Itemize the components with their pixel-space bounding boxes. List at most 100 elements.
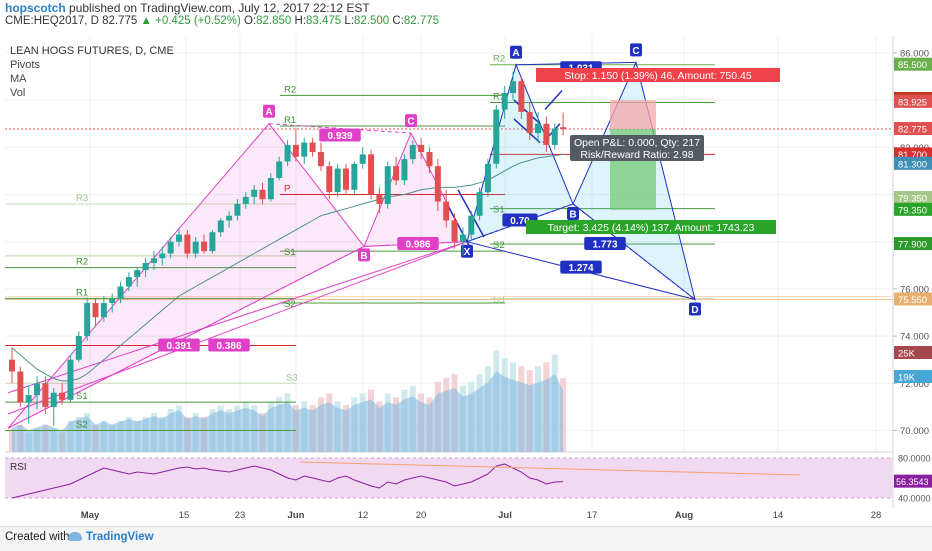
candlesticks [9, 71, 567, 426]
label-b-blue-box [567, 206, 579, 220]
pivot-r1-jun-label: R1 [284, 115, 296, 126]
y-tick-label: 72.000 [900, 379, 929, 390]
candle-body [359, 154, 366, 164]
y-price-label: 77.900 [898, 240, 927, 251]
candle-body [426, 152, 433, 167]
candle-body [510, 81, 516, 94]
candle-body [443, 201, 450, 221]
ratio-pink-386-box [208, 338, 250, 352]
candle-body [17, 371, 24, 403]
y-price-label-box [894, 122, 932, 136]
stop-label: Stop: 1.150 (1.39%) 46, Amount: 750.45 [564, 70, 752, 82]
candle-body [409, 144, 416, 160]
label-a-blue: A [512, 48, 519, 59]
candle-body [9, 359, 15, 372]
label-d-blue: D [691, 305, 698, 316]
y-price-label-box [894, 346, 932, 359]
ratio-pink-391-box [158, 338, 200, 352]
pivot-s1-jun-label: S1 [284, 247, 296, 258]
candle-body [526, 111, 533, 134]
channel-line [544, 90, 563, 111]
candle-body [67, 359, 74, 400]
x-tick-label: Aug [675, 510, 694, 521]
candle-body [184, 234, 191, 254]
candle-body [242, 196, 249, 204]
candle-body [459, 234, 466, 242]
candle-body [560, 127, 567, 130]
candle-body [451, 220, 458, 242]
tradingview-logo[interactable]: TradingView [68, 531, 154, 543]
candle-body [393, 166, 400, 181]
pivot-s3-may-label: S3 [286, 372, 298, 383]
candle-body [59, 392, 66, 400]
candle-body [75, 336, 82, 360]
rsi-tick-40: 40.0000 [898, 494, 931, 504]
candle-body [150, 258, 157, 263]
label-a-pink-box [263, 104, 275, 118]
label-x-blue-box [461, 244, 473, 258]
x-tick-label: Jul [498, 510, 512, 521]
x-tick-label: Jun [288, 510, 305, 521]
pivot-r1-may-label: R1 [76, 287, 88, 298]
ratio-pink-391: 0.391 [166, 341, 191, 352]
rsi-line [11, 463, 564, 499]
time-axis[interactable]: May 15 23 Jun 12 20 Jul 17 Aug 14 28 [81, 510, 882, 521]
moving-average [11, 153, 564, 382]
target-label: Target: 3.425 (4.14%) 137, Amount: 1743.… [548, 222, 755, 234]
close-value: 82.775 [403, 15, 440, 27]
y-price-label-box [894, 94, 932, 108]
candle-body [226, 215, 233, 221]
volume-ma-area [12, 371, 564, 452]
ratio-bd-blue-box [584, 237, 626, 251]
rsi-tick-80: 80.0000 [898, 454, 931, 464]
ratio-ac-pink-box [319, 128, 361, 142]
x-tick-label: 20 [416, 510, 427, 521]
candle-body [92, 303, 99, 318]
candle-body [42, 383, 49, 407]
pivot-s2-jul-label: S2 [493, 240, 505, 251]
ratio-ac-pink: 0.939 [327, 131, 352, 142]
candle-body [551, 128, 558, 145]
volume-bars [9, 350, 567, 452]
y-price-label: 79.350 [898, 205, 927, 216]
legend-pivots: Pivots [10, 59, 40, 71]
candle-body [351, 163, 358, 190]
stop-zone [610, 100, 656, 130]
x-tick-label: 17 [587, 510, 598, 521]
candle-body [117, 286, 124, 299]
y-price-label: 82.775 [898, 125, 927, 136]
y-price-label: 75.550 [898, 295, 927, 306]
label-d-blue-box [689, 302, 701, 316]
tradingview-brand: TradingView [86, 531, 154, 543]
candle-body [134, 270, 141, 278]
pivot-r3-label: R3 [76, 193, 88, 204]
candle-body [434, 166, 441, 202]
candle-body [167, 241, 174, 254]
x-tick-label: May [81, 510, 100, 521]
y-price-label-box [894, 202, 932, 216]
x-tick-label: 28 [871, 510, 882, 521]
candle-body [176, 234, 182, 242]
candle-body [476, 192, 483, 216]
short-position-tool[interactable]: Stop: 1.150 (1.39%) 46, Amount: 750.45 Op… [526, 68, 780, 234]
indicator-legend: LEAN HOGS FUTURES, D, CME Pivots MA Vol [10, 45, 174, 99]
ratio-bd-pink-box [397, 237, 439, 251]
candle-body [259, 189, 266, 200]
candle-body [368, 154, 375, 195]
ratio-xd-blue: 1.274 [568, 263, 593, 274]
candle-body [334, 168, 341, 193]
x-tick-label: 12 [358, 510, 369, 521]
author-name[interactable]: hopscotch [5, 1, 66, 15]
price-chart[interactable]: R3R2R1PS1S2S3R2R1PS1S2R2R1S1S2S3 ABCXABC… [0, 30, 932, 526]
y-price-label-box [894, 156, 932, 170]
candle-body [493, 109, 500, 164]
label-b-blue: B [569, 209, 576, 220]
last-price: 82.775 [102, 15, 138, 27]
y-price-label: 19K [898, 373, 916, 384]
pnl-label: Open P&L: 0.000, Qty: 217 [574, 137, 700, 149]
y-price-label: 83.925 [898, 97, 927, 108]
candle-body [376, 194, 383, 204]
pnl-box [570, 135, 704, 161]
footer-bar: Created with TradingView [0, 526, 932, 551]
price-axis[interactable]: 86.00084.00082.00080.00078.00076.00074.0… [893, 48, 932, 437]
